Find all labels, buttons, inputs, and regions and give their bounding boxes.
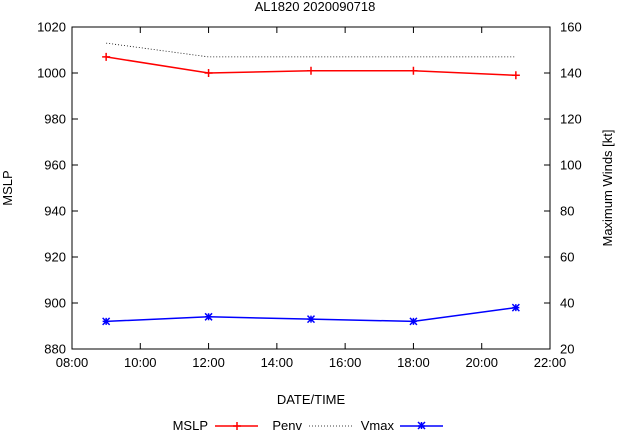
y-tick-label: 940 xyxy=(44,204,66,219)
y2-tick-label: 120 xyxy=(560,112,582,127)
x-tick-label: 12:00 xyxy=(192,355,225,370)
y2-tick-label: 160 xyxy=(560,20,582,35)
chart-title: AL1820 2020090718 xyxy=(255,0,376,14)
x-tick-label: 16:00 xyxy=(329,355,362,370)
data-point-penv xyxy=(102,52,111,61)
plot-frame xyxy=(71,26,551,350)
x-axis: 08:00 10:00 12:00 14:00 16:00 18:00 20:00 22:00 xyxy=(56,27,567,370)
y2-tick-label: 140 xyxy=(560,66,582,81)
data-point-vmax xyxy=(204,312,213,321)
y2-tick-label: 60 xyxy=(560,250,574,265)
y2-tick-label: 80 xyxy=(560,204,574,219)
y-tick-label: 880 xyxy=(44,342,66,357)
y2-tick-label: 20 xyxy=(560,342,574,357)
series-layer xyxy=(102,42,520,326)
y2-axis-label: Maximum Winds [kt] xyxy=(600,129,615,246)
y2-tick-label: 40 xyxy=(560,296,574,311)
data-point-vmax xyxy=(306,315,316,324)
data-point-penv xyxy=(307,66,315,75)
legend: MSLP Penv Vmax xyxy=(173,418,443,432)
data-point-penv xyxy=(409,66,418,75)
legend-penv-label: Penv xyxy=(272,418,302,432)
x-tick-label: 20:00 xyxy=(465,355,498,370)
data-point-vmax xyxy=(102,317,111,326)
legend-vmax-marker xyxy=(417,421,426,430)
data-point-penv xyxy=(204,69,213,77)
y-tick-label: 960 xyxy=(44,158,66,173)
y-axis-left: 880 900 920 940 960 980 1000 1020 xyxy=(37,20,78,357)
series-line-mslp-dotted xyxy=(106,42,516,58)
y-tick-label: 920 xyxy=(44,250,66,265)
y-tick-label: 1000 xyxy=(37,66,66,81)
y-axis-label: MSLP xyxy=(0,170,15,205)
x-tick-label: 08:00 xyxy=(56,355,89,370)
y2-tick-label: 100 xyxy=(560,158,582,173)
x-tick-label: 22:00 xyxy=(534,355,567,370)
y-axis-right: 20 40 60 80 100 120 140 160 xyxy=(544,20,582,357)
y-tick-label: 900 xyxy=(44,296,66,311)
data-point-penv xyxy=(511,71,520,80)
legend-title: MSLP xyxy=(173,418,208,432)
legend-vmax-label: Vmax xyxy=(361,418,395,432)
x-tick-label: 10:00 xyxy=(124,355,157,370)
legend-penv-marker xyxy=(233,422,241,430)
data-point-vmax xyxy=(409,317,418,326)
data-point-vmax xyxy=(511,303,520,312)
x-tick-label: 18:00 xyxy=(397,355,430,370)
x-tick-label: 14:00 xyxy=(261,355,294,370)
x-axis-label: DATE/TIME xyxy=(277,392,346,407)
y-tick-label: 980 xyxy=(44,112,66,127)
y-tick-label: 1020 xyxy=(37,20,66,35)
